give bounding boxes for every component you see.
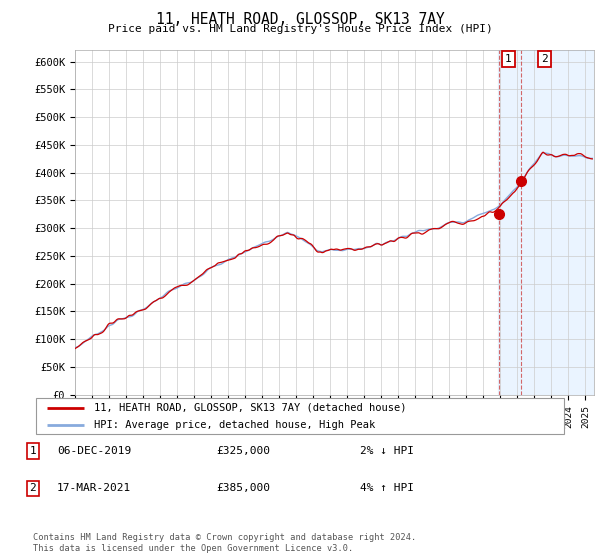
Text: 4% ↑ HPI: 4% ↑ HPI	[360, 483, 414, 493]
Text: HPI: Average price, detached house, High Peak: HPI: Average price, detached house, High…	[94, 420, 376, 430]
Text: 2: 2	[541, 54, 548, 64]
Text: 11, HEATH ROAD, GLOSSOP, SK13 7AY (detached house): 11, HEATH ROAD, GLOSSOP, SK13 7AY (detac…	[94, 403, 407, 413]
Text: £325,000: £325,000	[216, 446, 270, 456]
Text: £385,000: £385,000	[216, 483, 270, 493]
FancyBboxPatch shape	[36, 398, 564, 434]
Text: 2: 2	[29, 483, 37, 493]
Text: Price paid vs. HM Land Registry's House Price Index (HPI): Price paid vs. HM Land Registry's House …	[107, 24, 493, 34]
Text: 17-MAR-2021: 17-MAR-2021	[57, 483, 131, 493]
Text: 06-DEC-2019: 06-DEC-2019	[57, 446, 131, 456]
Text: 11, HEATH ROAD, GLOSSOP, SK13 7AY: 11, HEATH ROAD, GLOSSOP, SK13 7AY	[155, 12, 445, 27]
Text: 2% ↓ HPI: 2% ↓ HPI	[360, 446, 414, 456]
Text: 1: 1	[29, 446, 37, 456]
Text: Contains HM Land Registry data © Crown copyright and database right 2024.
This d: Contains HM Land Registry data © Crown c…	[33, 533, 416, 553]
Bar	[498, 50, 594, 395]
Text: 1: 1	[505, 54, 512, 64]
